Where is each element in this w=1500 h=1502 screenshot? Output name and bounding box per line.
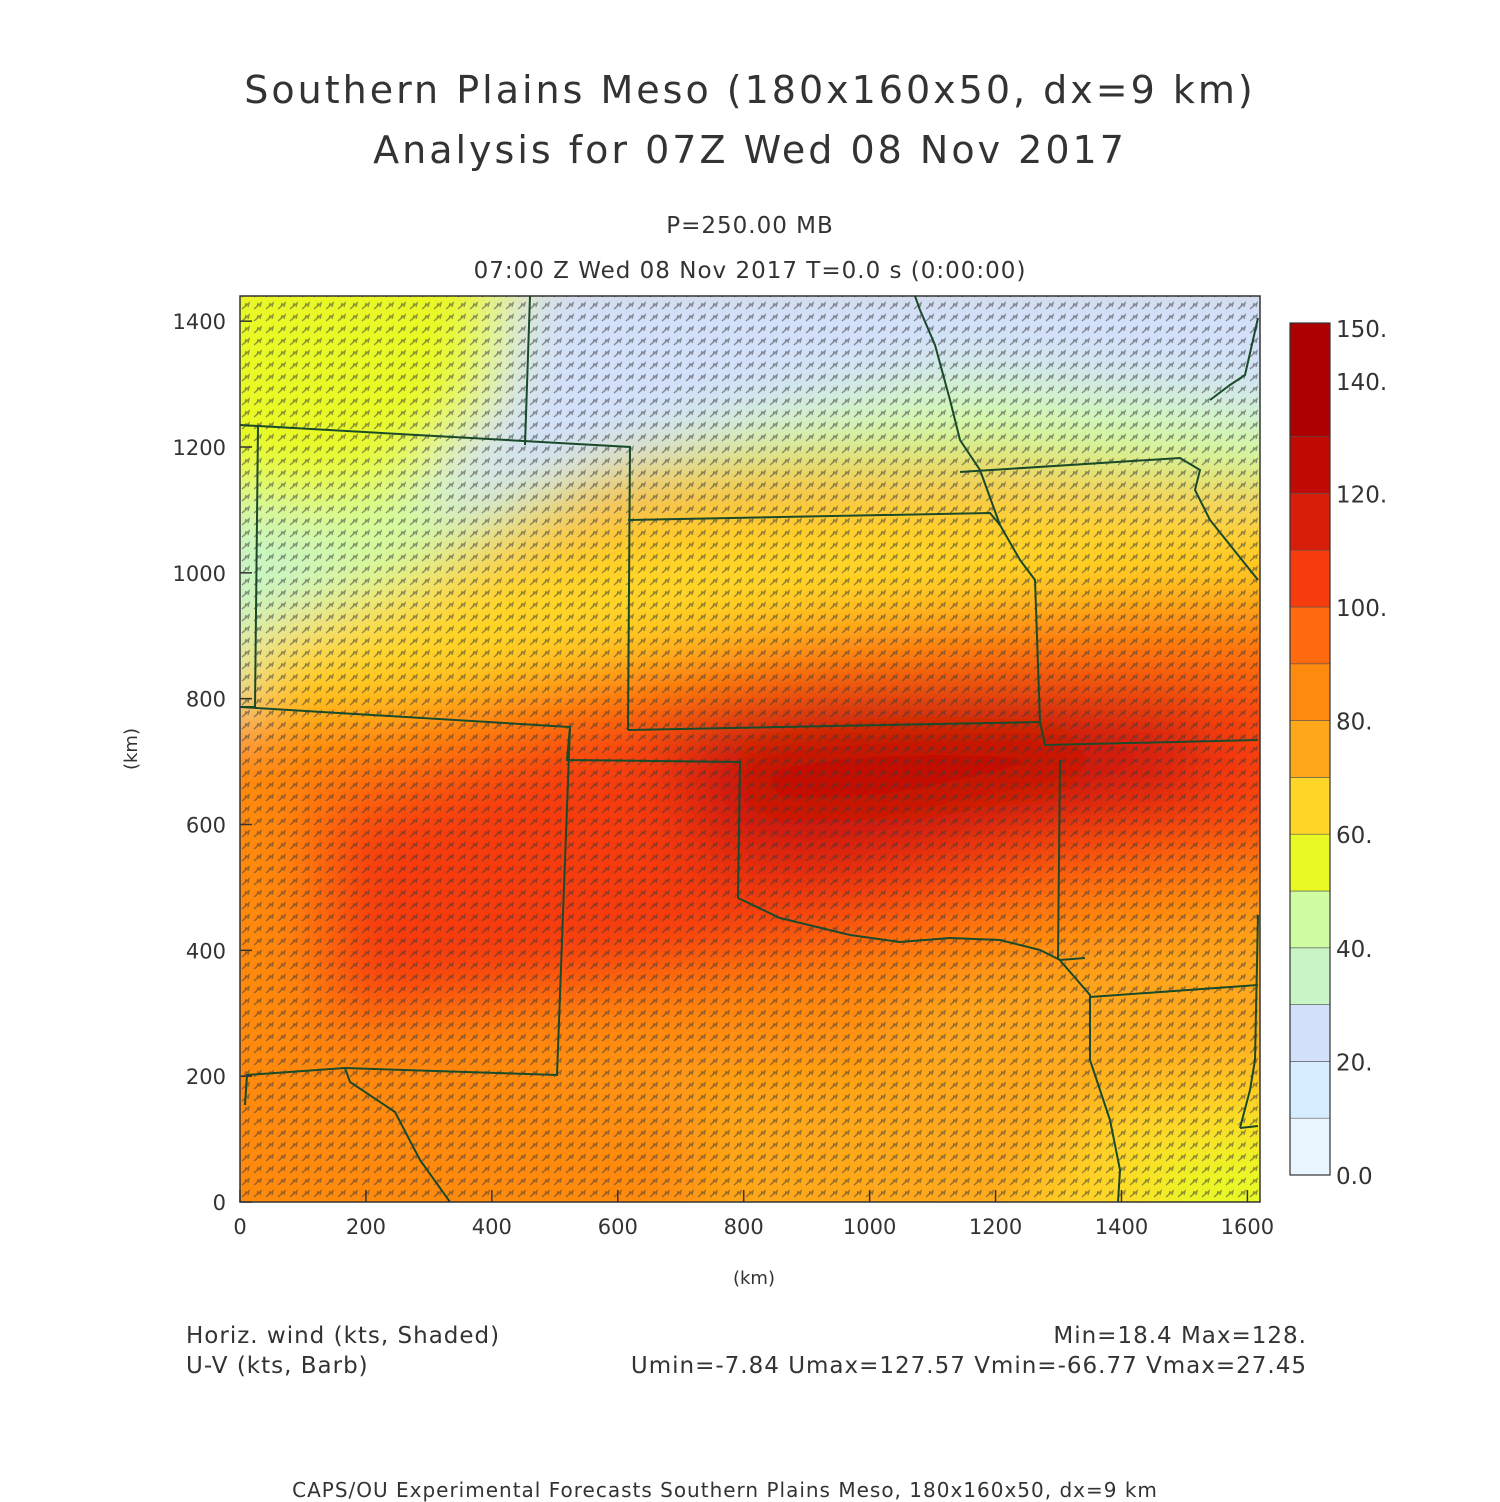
pressure-level: P=250.00 MB (666, 213, 834, 239)
x-tick-label: 1400 (1095, 1215, 1148, 1239)
colorbar-segment (1289, 493, 1331, 551)
colorbar-label: 60. (1336, 823, 1373, 849)
wind-barbs (240, 296, 1260, 1202)
x-tick-label: 0 (233, 1215, 246, 1239)
field-description-shaded: Horiz. wind (kts, Shaded) (186, 1323, 501, 1349)
colorbar-label: 80. (1336, 710, 1373, 736)
field-description-barb: U-V (kts, Barb) (186, 1353, 369, 1379)
x-tick-label: 200 (346, 1215, 386, 1239)
x-tick-label: 400 (472, 1215, 512, 1239)
y-tick-label: 200 (186, 1065, 226, 1089)
colorbar-segment (1289, 947, 1331, 1005)
x-tick-label: 1000 (843, 1215, 896, 1239)
credit-line: CAPS/OU Experimental Forecasts Southern … (292, 1478, 1158, 1502)
colorbar-label: 100. (1336, 596, 1387, 622)
colorbar-frame (1289, 322, 1331, 1176)
colorbar-segment (1289, 606, 1331, 665)
x-axis: 0 200 400 600 800 1000 1200 1400 1600 (233, 1190, 1274, 1239)
colorbar-segment (1289, 663, 1331, 721)
colorbar-segment (1289, 322, 1331, 437)
uv-statistics: Umin=-7.84 Umax=127.57 Vmin=-66.77 Vmax=… (630, 1353, 1307, 1379)
x-axis-label: (km) (733, 1268, 775, 1289)
colorbar-segment (1289, 720, 1331, 778)
y-tick-label: 800 (186, 688, 226, 712)
title-line-1: Southern Plains Meso (180x160x50, dx=9 k… (244, 68, 1256, 112)
min-max-values: Min=18.4 Max=128. (1053, 1323, 1307, 1349)
colorbar-label: 120. (1336, 482, 1387, 508)
colorbar-label: 0.0 (1336, 1164, 1373, 1190)
colorbar-label: 140. (1336, 370, 1387, 396)
y-axis: 0 200 400 600 800 1000 1200 1400 (173, 310, 252, 1215)
colorbar-segment (1289, 833, 1331, 892)
colorbar-label: 20. (1336, 1050, 1373, 1076)
colorbar-segment (1289, 1004, 1331, 1062)
x-tick-label: 1200 (969, 1215, 1022, 1239)
y-axis-label: (km) (121, 728, 142, 770)
colorbar-segment (1289, 777, 1331, 835)
colorbar-segment (1289, 1061, 1331, 1119)
colorbar: 0.0 20. 40. 60. 80. 100. 120. 140. 150. (1289, 317, 1387, 1190)
y-tick-label: 1400 (173, 310, 226, 334)
y-tick-label: 400 (186, 939, 226, 963)
colorbar-segment (1289, 549, 1331, 608)
colorbar-label: 40. (1336, 937, 1373, 963)
x-tick-label: 1600 (1221, 1215, 1274, 1239)
colorbar-segment (1289, 436, 1331, 494)
plot-frame (239, 295, 1261, 1203)
valid-time: 07:00 Z Wed 08 Nov 2017 T=0.0 s (0:00:00… (473, 258, 1027, 284)
colorbar-label: 150. (1336, 317, 1387, 343)
state-boundaries (240, 296, 1259, 1202)
x-tick-label: 600 (598, 1215, 638, 1239)
y-tick-label: 600 (186, 814, 226, 838)
y-tick-label: 1000 (173, 562, 226, 586)
title-line-2: Analysis for 07Z Wed 08 Nov 2017 (373, 128, 1127, 172)
y-tick-label: 1200 (173, 436, 226, 460)
y-tick-label: 0 (213, 1191, 226, 1215)
wind-speed-shading (240, 296, 1260, 1202)
colorbar-segment (1289, 890, 1331, 949)
x-tick-label: 800 (724, 1215, 764, 1239)
colorbar-segment (1289, 1117, 1331, 1176)
